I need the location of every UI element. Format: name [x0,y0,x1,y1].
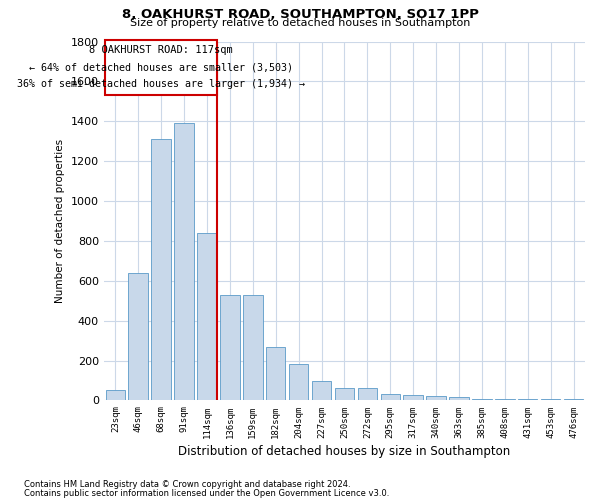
Bar [449,398,469,400]
Bar [175,124,194,400]
Text: 36% of semi-detached houses are larger (1,934) →: 36% of semi-detached houses are larger (… [17,80,305,90]
Bar [335,388,354,400]
Text: Contains public sector information licensed under the Open Government Licence v3: Contains public sector information licen… [24,488,389,498]
FancyBboxPatch shape [105,40,217,96]
Bar [266,346,286,401]
Bar [472,399,491,400]
Bar [243,295,263,401]
Bar [151,139,171,400]
Bar [197,233,217,400]
Text: Contains HM Land Registry data © Crown copyright and database right 2024.: Contains HM Land Registry data © Crown c… [24,480,350,489]
Text: Size of property relative to detached houses in Southampton: Size of property relative to detached ho… [130,18,470,28]
Bar [312,380,331,400]
Text: 8 OAKHURST ROAD: 117sqm: 8 OAKHURST ROAD: 117sqm [89,46,233,56]
Y-axis label: Number of detached properties: Number of detached properties [55,139,65,303]
Bar [128,273,148,400]
Bar [106,390,125,400]
Bar [289,364,308,401]
Bar [380,394,400,400]
X-axis label: Distribution of detached houses by size in Southampton: Distribution of detached houses by size … [178,444,511,458]
Text: 8, OAKHURST ROAD, SOUTHAMPTON, SO17 1PP: 8, OAKHURST ROAD, SOUTHAMPTON, SO17 1PP [122,8,478,20]
Bar [403,395,423,400]
Text: ← 64% of detached houses are smaller (3,503): ← 64% of detached houses are smaller (3,… [29,62,293,72]
Bar [358,388,377,400]
Bar [495,399,515,400]
Bar [427,396,446,400]
Bar [220,295,239,401]
